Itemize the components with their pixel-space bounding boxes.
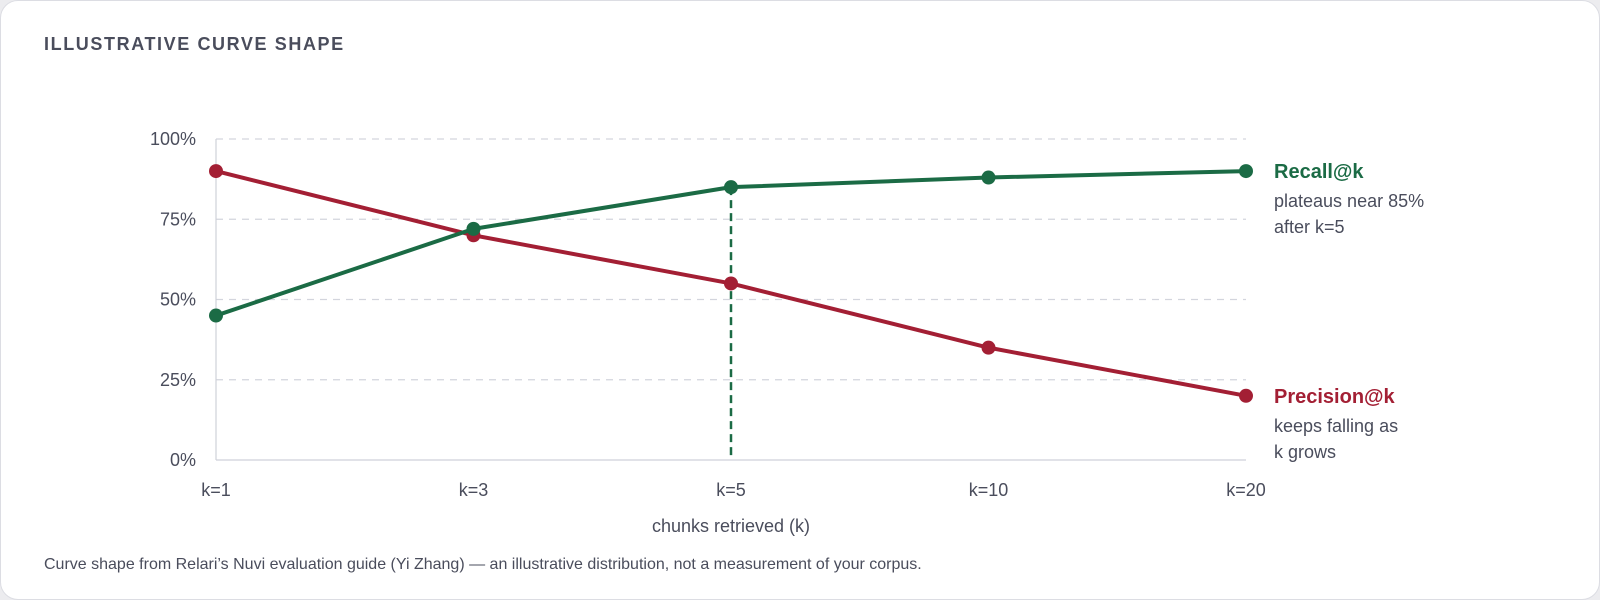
legend-note-precision-k: k grows (1274, 442, 1336, 462)
data-point-precision-k (209, 164, 223, 179)
series-recall-k (209, 164, 1253, 323)
footnote: Curve shape from Relari’s Nuvi evaluatio… (44, 556, 922, 573)
labels-layer: 0% 25% 50% 75% 100% k=1 k=3 k=5 k=10 k=20 chunks r… (150, 129, 1424, 536)
legend-label-recall-k: Recall@k (1274, 161, 1364, 183)
x-tick-label: k=10 (969, 480, 1009, 500)
data-point-recall-k (209, 308, 223, 323)
x-tick-label: k=5 (716, 480, 746, 500)
x-axis-label: chunks retrieved (k) (652, 516, 810, 536)
series-precision-k (209, 164, 1253, 403)
data-point-recall-k (981, 170, 996, 185)
series-layer (209, 164, 1253, 403)
legend-note-recall-k: after k=5 (1274, 217, 1345, 237)
x-tick-label: k=1 (201, 480, 231, 500)
y-tick-label: 0% (170, 450, 196, 470)
y-tick-label: 25% (160, 370, 196, 390)
x-tick-label: k=20 (1226, 480, 1266, 500)
grid-lines (216, 138, 1246, 381)
y-tick-label: 75% (160, 209, 196, 229)
data-point-precision-k (1239, 388, 1253, 403)
data-point-precision-k (981, 340, 996, 355)
data-point-recall-k (724, 180, 738, 195)
data-point-precision-k (724, 276, 738, 291)
legend-label-precision-k: Precision@k (1274, 386, 1396, 408)
data-point-recall-k (1239, 164, 1253, 179)
data-point-recall-k (466, 221, 481, 236)
legend-note-recall-k: plateaus near 85% (1274, 191, 1424, 211)
y-tick-label: 100% (150, 129, 196, 149)
chart-title: ILLUSTRATIVE CURVE SHAPE (44, 34, 345, 54)
axes (215, 139, 1246, 461)
y-tick-label: 50% (160, 290, 196, 310)
legend-note-precision-k: keeps falling as (1274, 416, 1398, 436)
x-tick-label: k=3 (459, 480, 489, 500)
